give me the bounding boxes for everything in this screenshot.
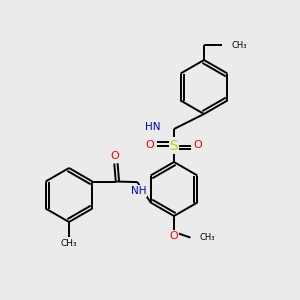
Text: CH₃: CH₃ — [61, 239, 77, 248]
Text: O: O — [169, 231, 178, 241]
Text: NH: NH — [131, 186, 147, 196]
Text: O: O — [110, 151, 119, 161]
Text: O: O — [194, 140, 202, 151]
Text: S: S — [169, 139, 178, 152]
Text: O: O — [146, 140, 154, 151]
Text: HN: HN — [145, 122, 161, 132]
Text: CH₃: CH₃ — [200, 233, 215, 242]
Text: CH₃: CH₃ — [232, 40, 247, 50]
